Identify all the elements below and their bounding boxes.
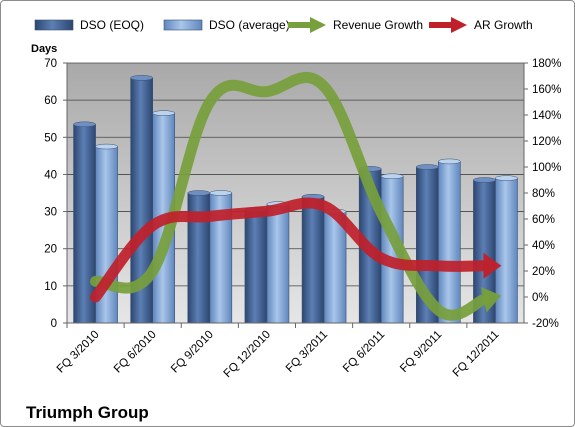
y-right-tick-label: 180% <box>532 58 561 70</box>
legend-label-revenue-growth: Revenue Growth <box>333 18 423 32</box>
y-right-tick-label: 60% <box>532 214 555 226</box>
bar-cap <box>187 190 211 196</box>
bar-cap <box>209 190 233 196</box>
bar-cap <box>416 164 439 170</box>
y-right-tick-label: 20% <box>532 266 555 278</box>
line-ar-growth <box>90 197 489 303</box>
y-right-tick-label: 40% <box>532 240 555 252</box>
bar-dso-average <box>495 177 518 324</box>
legend-swatch-dso-eoq <box>34 19 74 31</box>
legend: DSO (EOQ) DSO (average) Revenue Growth AR G… <box>34 17 533 33</box>
bar-dso-average <box>438 161 461 324</box>
y-right-tick-label: 0% <box>532 292 549 304</box>
bar-cap <box>95 143 118 150</box>
y-left-tick-label: 0 <box>51 318 57 330</box>
bar-cap <box>152 110 175 116</box>
x-tick-label: FQ 3/2011 <box>284 329 330 375</box>
x-tick-label: FQ 12/2010 <box>222 329 273 380</box>
y-left-tick-label: 60 <box>44 95 57 107</box>
y-left-tick-label: 30 <box>44 207 57 219</box>
x-tick-label: FQ 12/2011 <box>451 329 502 380</box>
y-left-tick-label: 40 <box>44 169 57 181</box>
y-right-tick-label: 160% <box>532 84 561 96</box>
legend-label-dso-eoq: DSO (EOQ) <box>80 18 144 32</box>
bar-cap <box>73 121 96 128</box>
bar-cap <box>495 175 518 181</box>
bar-dso-eoq <box>301 196 325 324</box>
line-revenue-growth <box>90 71 490 321</box>
x-tick-label: FQ 6/2010 <box>112 329 159 376</box>
bar-cap <box>438 158 461 165</box>
y-left-tick-label: 70 <box>44 58 57 70</box>
arrowhead-revenue-growth <box>480 286 502 313</box>
legend-swatch-dso-average <box>163 19 203 31</box>
y-right-tick-label: 140% <box>532 110 561 122</box>
y-right-tick-label: -20% <box>532 318 559 330</box>
y-right-tick-label: 120% <box>532 136 561 148</box>
legend-label-ar-growth: AR Growth <box>474 18 533 32</box>
chart-title: Triumph Group <box>26 403 149 422</box>
arrowhead-ar-growth <box>483 252 502 279</box>
bar-cap <box>130 75 153 81</box>
legend-arrow-ar-growth <box>429 17 467 33</box>
legend-label-dso-average: DSO (average) <box>209 18 290 32</box>
bar-dso-average <box>266 203 290 324</box>
x-tick-label: FQ 9/2010 <box>169 329 216 376</box>
y-left-tick-label: 10 <box>44 281 57 293</box>
x-tick-label: FQ 9/2011 <box>398 329 444 375</box>
y-left-unit-label: Days <box>31 43 57 55</box>
bar-cap <box>473 177 496 183</box>
bar-dso-average <box>323 211 347 324</box>
legend-arrow-revenue-growth <box>288 17 326 33</box>
lines-group <box>90 71 502 321</box>
y-right-tick-label: 80% <box>532 188 555 200</box>
y-left-tick-label: 20 <box>44 244 57 256</box>
x-tick-label: FQ 3/2010 <box>55 329 102 376</box>
y-left-tick-label: 50 <box>44 132 57 144</box>
bar-cap <box>380 173 404 180</box>
bar-dso-eoq <box>244 209 268 324</box>
y-right-tick-label: 100% <box>532 162 561 174</box>
x-tick-label: FQ 6/2011 <box>341 329 387 375</box>
